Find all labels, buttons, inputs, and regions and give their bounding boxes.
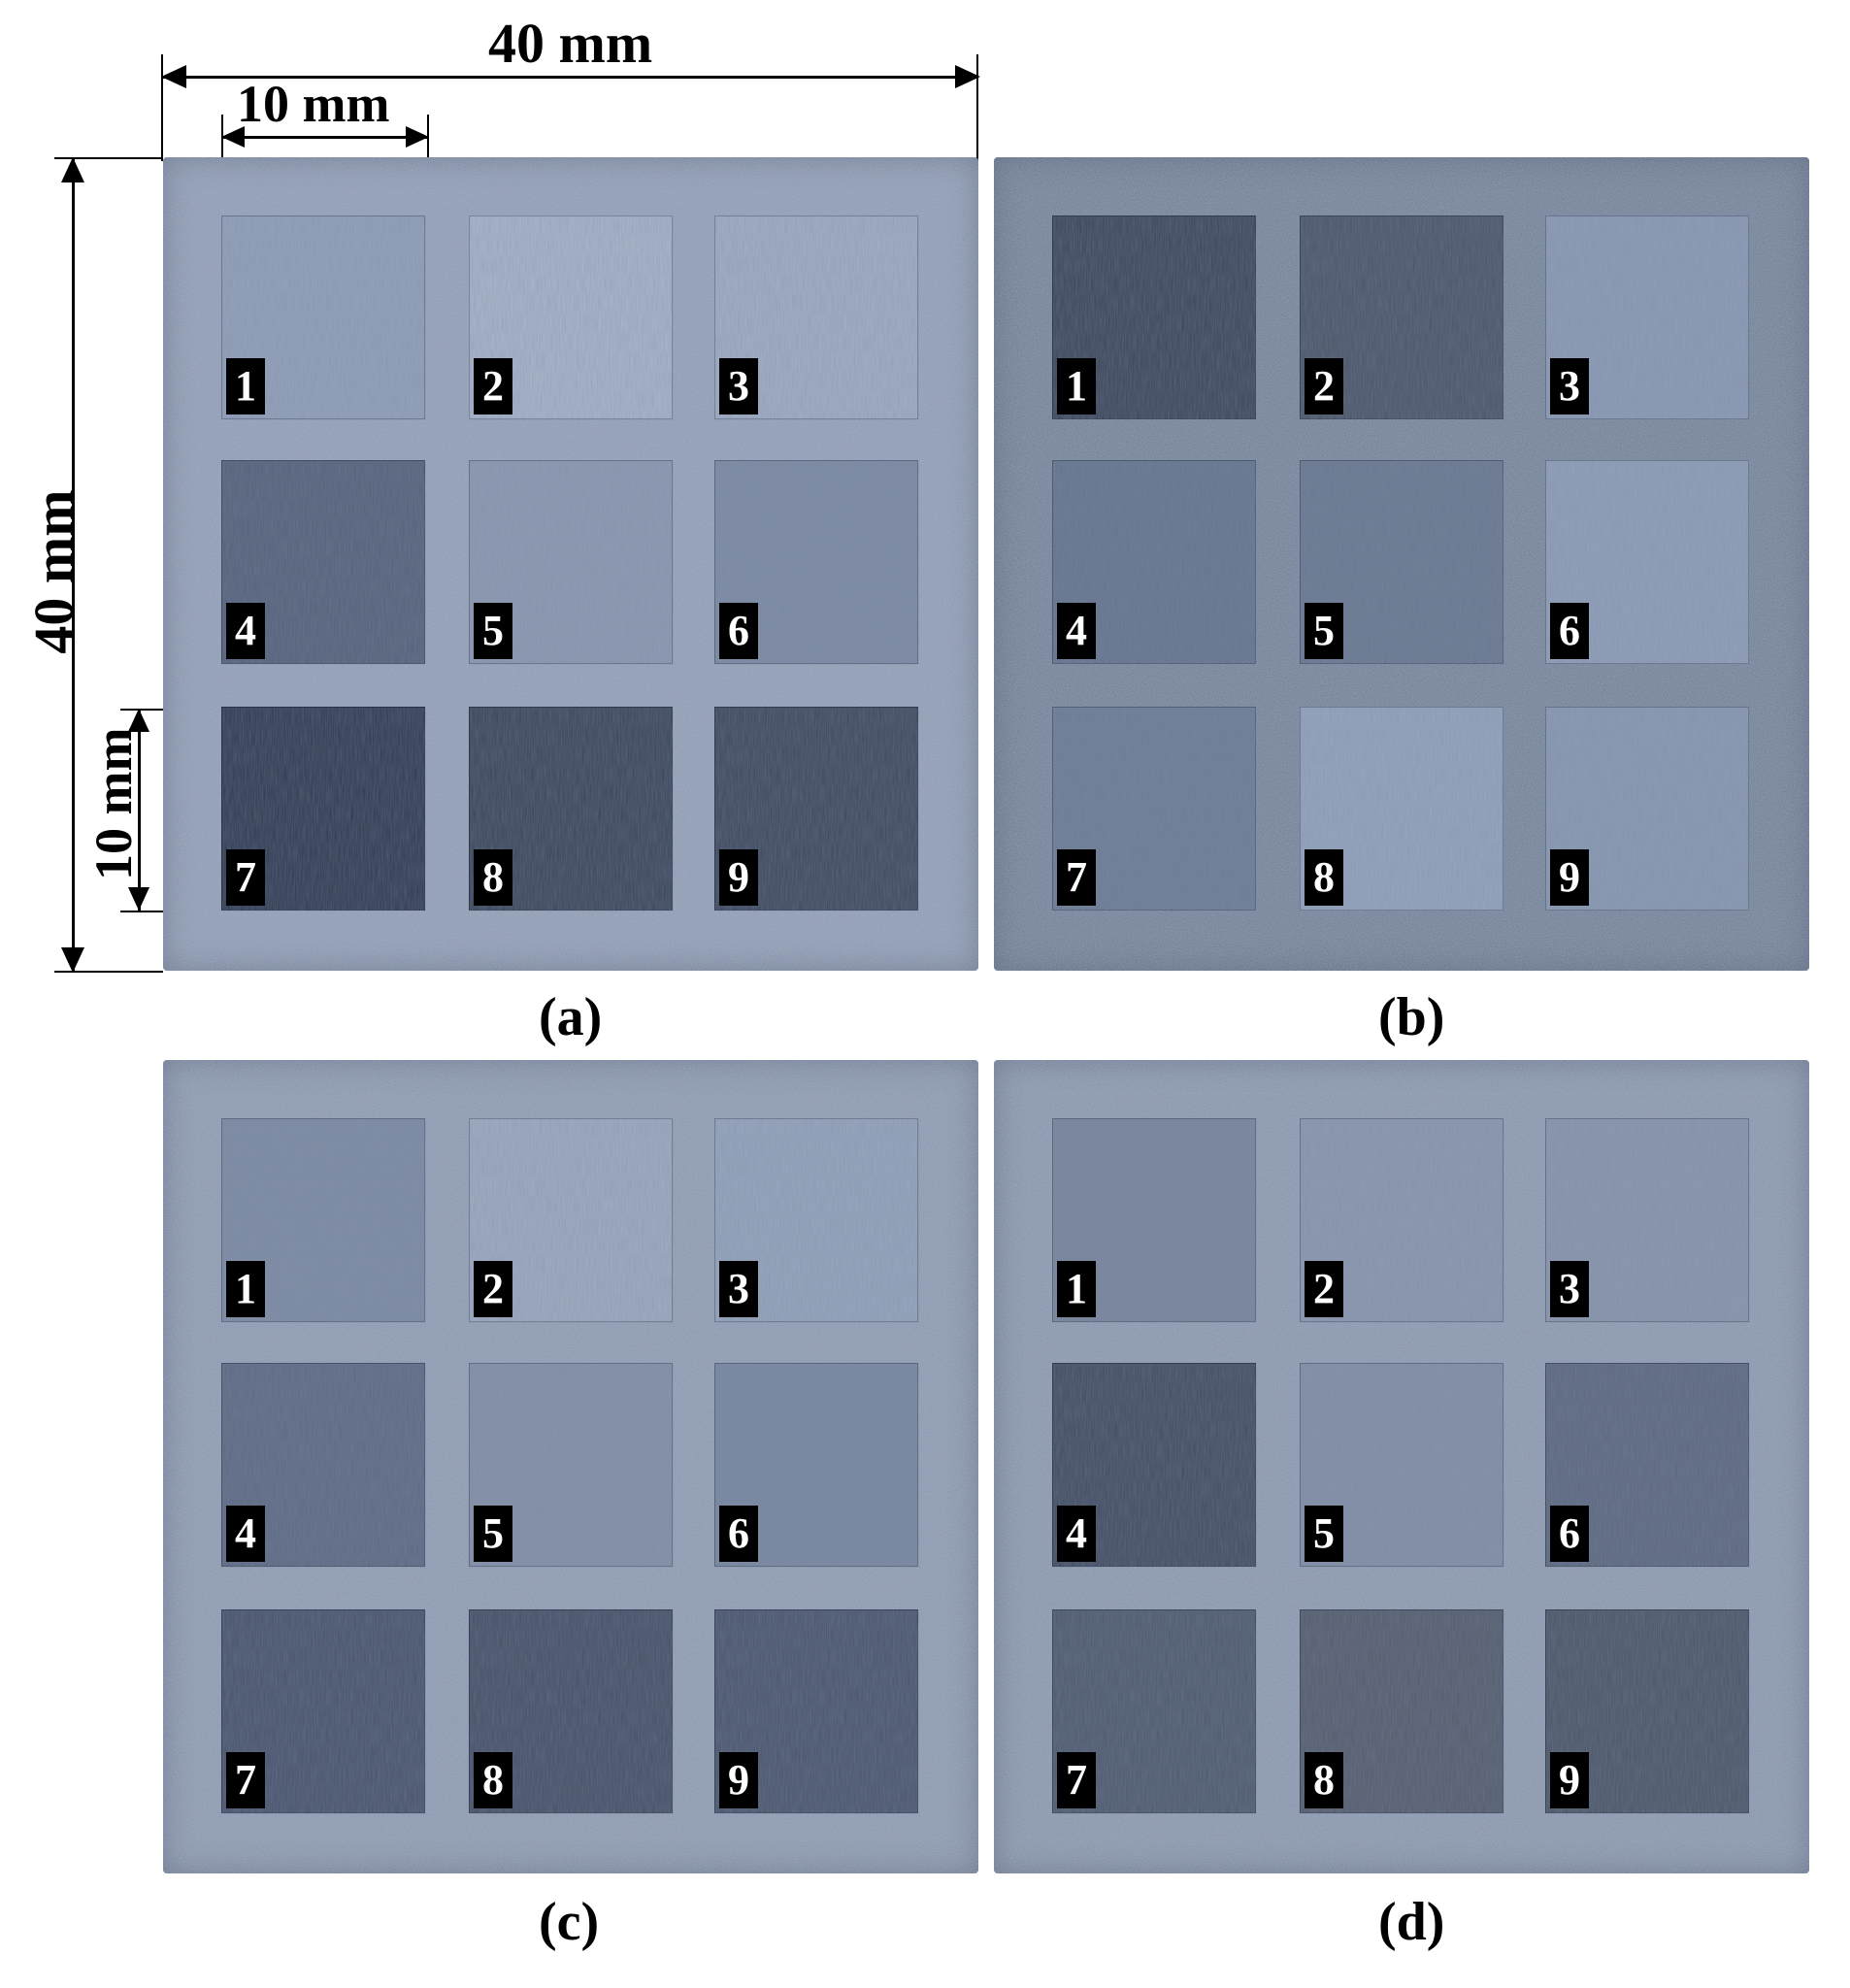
square-number-label: 3 — [719, 358, 758, 414]
square-number-label: 8 — [474, 1752, 512, 1808]
square-number-label: 6 — [719, 603, 758, 659]
height-ext-top — [54, 157, 163, 159]
panel-caption: (b) — [1378, 987, 1445, 1047]
test-square: 6 — [1545, 1363, 1750, 1568]
test-square: 1 — [221, 1118, 426, 1323]
width-arrow-right — [955, 65, 980, 88]
cell-height-label: 10 mm — [84, 727, 143, 880]
test-square: 4 — [1052, 1363, 1257, 1568]
panel-caption: (a) — [539, 987, 603, 1047]
test-square: 6 — [1545, 460, 1750, 665]
square-number-label: 6 — [719, 1506, 758, 1562]
test-square: 1 — [1052, 1118, 1257, 1323]
test-square: 4 — [221, 1363, 426, 1568]
sample-plate: 1 2 3 4 5 6 7 8 9 — [994, 1060, 1809, 1873]
test-square: 7 — [1052, 1609, 1257, 1814]
sample-plate: 1 2 3 4 5 6 7 8 9 — [163, 157, 978, 971]
height-arrow-bottom — [61, 947, 84, 973]
width-ext-left — [161, 54, 163, 161]
test-square: 2 — [469, 215, 674, 420]
square-number-label: 4 — [1057, 1506, 1096, 1562]
square-number-label: 4 — [1057, 603, 1096, 659]
test-square: 2 — [469, 1118, 674, 1323]
test-square: 7 — [221, 707, 426, 911]
square-number-label: 6 — [1550, 1506, 1589, 1562]
test-square: 3 — [714, 215, 919, 420]
test-square: 8 — [469, 707, 674, 911]
square-number-label: 5 — [1305, 1506, 1343, 1562]
square-number-label: 2 — [474, 1261, 512, 1317]
height-ext-bottom — [54, 971, 163, 973]
test-square: 6 — [714, 460, 919, 665]
width-arrow-left — [161, 65, 186, 88]
test-square: 3 — [714, 1118, 919, 1323]
test-square: 6 — [714, 1363, 919, 1568]
cell-width-label: 10 mm — [237, 75, 390, 133]
square-number-label: 5 — [474, 603, 512, 659]
square-number-label: 8 — [474, 849, 512, 906]
height-arrow-top — [61, 157, 84, 182]
test-square: 2 — [1300, 215, 1504, 420]
square-number-label: 7 — [1057, 1752, 1096, 1808]
test-square: 8 — [469, 1609, 674, 1814]
cell-width-arrow-left — [221, 126, 245, 148]
square-number-label: 8 — [1305, 849, 1343, 906]
square-number-label: 1 — [1057, 358, 1096, 414]
test-square: 9 — [1545, 707, 1750, 911]
square-number-label: 4 — [226, 1506, 265, 1562]
panel-caption: (c) — [539, 1892, 600, 1952]
width-dimension-line — [163, 76, 978, 79]
test-square: 4 — [221, 460, 426, 665]
sample-plate: 1 2 3 4 5 6 7 8 9 — [994, 157, 1809, 971]
cell-height-arrow-top — [128, 709, 149, 732]
test-square: 2 — [1300, 1118, 1504, 1323]
square-number-label: 3 — [1550, 1261, 1589, 1317]
square-number-label: 1 — [226, 358, 265, 414]
test-square: 7 — [1052, 707, 1257, 911]
test-square: 9 — [714, 1609, 919, 1814]
square-number-label: 4 — [226, 603, 265, 659]
square-number-label: 7 — [226, 849, 265, 906]
sample-plate: 1 2 3 4 5 6 7 8 9 — [163, 1060, 978, 1873]
test-square: 8 — [1300, 707, 1504, 911]
square-number-label: 5 — [474, 1506, 512, 1562]
square-number-label: 9 — [719, 1752, 758, 1808]
test-square: 7 — [221, 1609, 426, 1814]
square-number-label: 3 — [719, 1261, 758, 1317]
cell-height-arrow-bottom — [128, 887, 149, 911]
square-number-label: 2 — [1305, 358, 1343, 414]
test-square: 5 — [469, 460, 674, 665]
test-square: 3 — [1545, 215, 1750, 420]
square-number-label: 9 — [1550, 1752, 1589, 1808]
test-square: 5 — [1300, 1363, 1504, 1568]
width-ext-right — [976, 54, 978, 161]
square-number-label: 7 — [226, 1752, 265, 1808]
test-square: 9 — [1545, 1609, 1750, 1814]
test-square: 3 — [1545, 1118, 1750, 1323]
square-number-label: 2 — [1305, 1261, 1343, 1317]
square-number-label: 1 — [1057, 1261, 1096, 1317]
height-dimension-line — [72, 159, 75, 971]
panel-caption: (d) — [1378, 1892, 1445, 1952]
test-square: 4 — [1052, 460, 1257, 665]
square-number-label: 1 — [226, 1261, 265, 1317]
square-number-label: 9 — [719, 849, 758, 906]
test-square: 9 — [714, 707, 919, 911]
test-square: 5 — [1300, 460, 1504, 665]
cell-height-line — [138, 711, 141, 911]
square-number-label: 3 — [1550, 358, 1589, 414]
cell-width-arrow-right — [406, 126, 429, 148]
square-number-label: 5 — [1305, 603, 1343, 659]
square-number-label: 7 — [1057, 849, 1096, 906]
width-dimension-label: 40 mm — [488, 12, 653, 75]
cell-width-line — [221, 136, 427, 139]
square-number-label: 6 — [1550, 603, 1589, 659]
square-number-label: 9 — [1550, 849, 1589, 906]
test-square: 8 — [1300, 1609, 1504, 1814]
square-number-label: 8 — [1305, 1752, 1343, 1808]
square-number-label: 2 — [474, 358, 512, 414]
test-square: 1 — [221, 215, 426, 420]
test-square: 1 — [1052, 215, 1257, 420]
test-square: 5 — [469, 1363, 674, 1568]
